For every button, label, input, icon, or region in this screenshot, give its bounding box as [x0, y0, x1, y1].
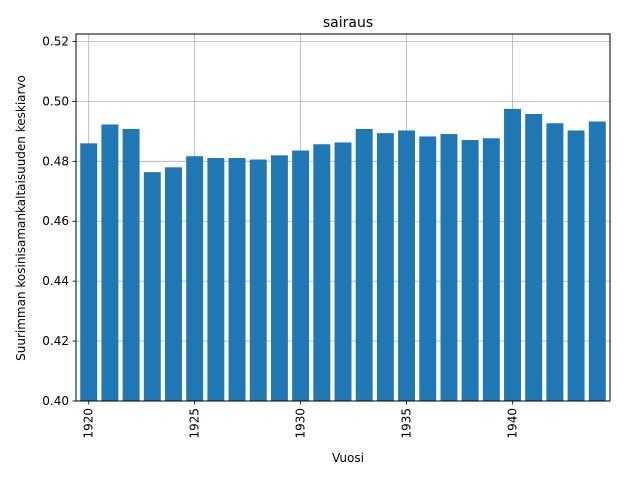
- x-tick-label: 1930: [294, 408, 308, 439]
- bar-1924: [165, 167, 182, 401]
- bar-1939: [482, 138, 500, 401]
- bars: [80, 108, 606, 402]
- y-tick-label: 0.44: [42, 274, 69, 288]
- y-tick-label: 0.48: [42, 154, 69, 168]
- bar-1921: [101, 124, 119, 401]
- x-tick-label: 1940: [506, 408, 520, 439]
- bar-1928: [249, 159, 267, 401]
- bar-1932: [334, 142, 352, 401]
- bar-1922: [122, 128, 140, 401]
- bar-1935: [398, 130, 416, 401]
- y-tick-label: 0.42: [42, 334, 69, 348]
- bar-1944: [588, 121, 606, 401]
- y-axis-ticks: 0.40 0.42 0.44 0.46 0.48 0.50 0.52: [42, 34, 76, 408]
- x-tick-label: 1935: [400, 408, 414, 439]
- y-tick-label: 0.52: [42, 34, 69, 48]
- bar-1934: [376, 133, 394, 401]
- bar-1942: [546, 123, 564, 401]
- bar-1929: [270, 155, 288, 401]
- x-tick-label: 1920: [82, 408, 96, 439]
- bar-1926: [207, 158, 225, 401]
- y-tick-label: 0.46: [42, 214, 69, 228]
- bar-1927: [228, 158, 246, 401]
- y-tick-label: 0.50: [42, 94, 69, 108]
- bar-1938: [461, 140, 479, 401]
- bar-1923: [143, 172, 161, 401]
- bar-1940: [504, 108, 521, 402]
- y-tick-label: 0.40: [42, 394, 69, 408]
- bar-1933: [355, 128, 373, 401]
- x-axis-label: Vuosi: [332, 451, 364, 465]
- bar-1936: [419, 136, 437, 402]
- bar-1931: [313, 144, 331, 401]
- bar-1937: [440, 134, 458, 402]
- y-axis-label: Suurimman kosinisamankaltaisuuden keskia…: [14, 75, 28, 361]
- bar-1930: [292, 150, 310, 401]
- bar-1941: [525, 113, 543, 401]
- bar-1925: [186, 156, 204, 401]
- x-axis-ticks: 1920 1925 1930 1935 1940: [82, 401, 520, 439]
- bar-1920: [80, 143, 98, 401]
- bar-1943: [567, 130, 585, 401]
- x-tick-label: 1925: [188, 408, 202, 439]
- chart-title: sairaus: [323, 15, 373, 31]
- plot-frame: [75, 33, 611, 402]
